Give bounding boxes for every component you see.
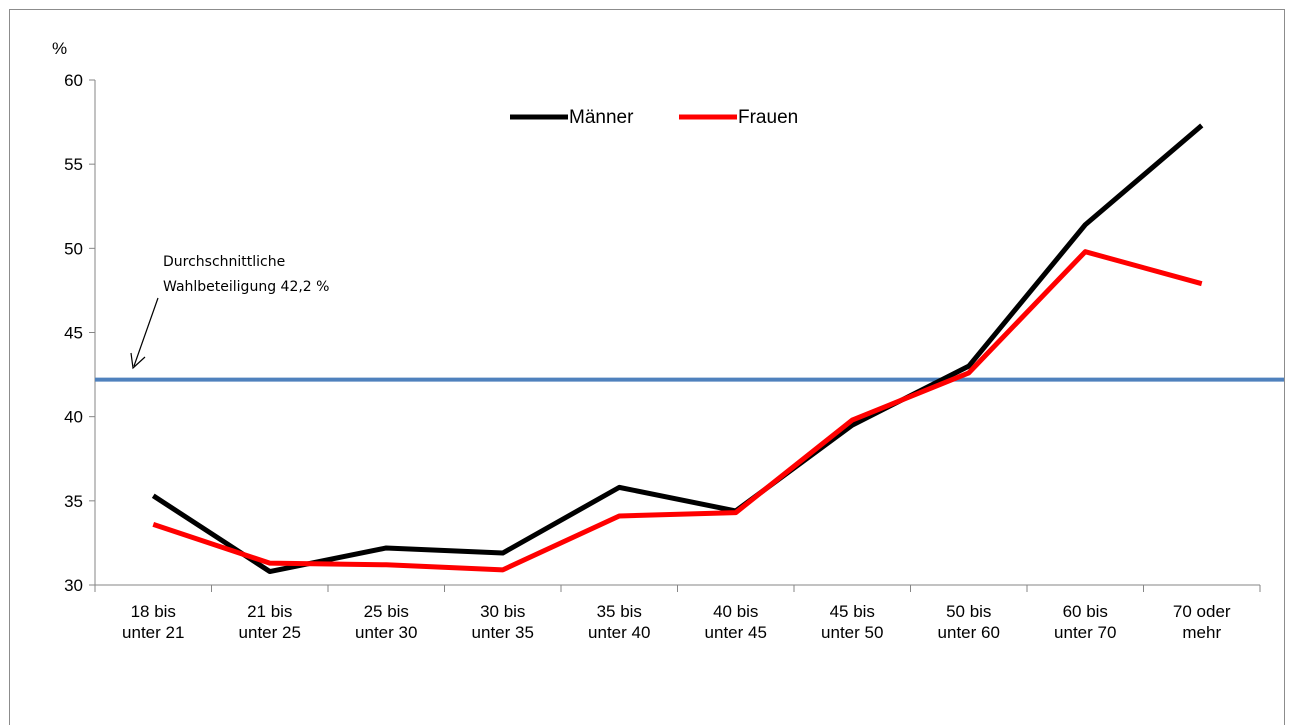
y-axis-unit: %: [52, 39, 67, 58]
axes: 30 35 40 45 50 55 60% 18 bis unter 21 21 bis unter…: [52, 39, 1261, 642]
y-tick-label: 35: [64, 492, 83, 511]
legend: Männer Frauen: [510, 107, 798, 128]
series-line-maenner: [151, 123, 1204, 575]
x-tick-label: 35 bis unter 40: [588, 602, 650, 642]
x-tick-label: 50 bis unter 60: [938, 602, 1000, 642]
y-tick-label: 50: [64, 239, 83, 258]
x-tick-label: 40 bis unter 45: [705, 602, 767, 642]
y-tick-label: 60: [64, 71, 83, 90]
annotation-text: Wahlbeteiligung 42,2 %: [163, 279, 329, 295]
series-line-frauen: [152, 249, 1203, 573]
annotation-arrow-head: [130, 352, 146, 370]
y-tick-label: 30: [64, 576, 83, 595]
legend-label: Männer: [569, 107, 634, 128]
x-tick-label: 70 oder mehr: [1173, 602, 1231, 642]
annotation: Durchschnittliche Wahlbeteiligung 42,2 %: [130, 254, 329, 370]
x-tick-label: 18 bis unter 21: [122, 602, 184, 642]
series-group: [151, 123, 1204, 575]
y-tick-label: 40: [64, 408, 83, 427]
x-tick-label: 21 bis unter 25: [239, 602, 301, 642]
annotation-text: Durchschnittliche: [163, 254, 285, 270]
x-tick-label: 60 bis unter 70: [1054, 602, 1116, 642]
x-tick-label: 45 bis unter 50: [821, 602, 883, 642]
y-tick-label: 45: [64, 324, 83, 343]
x-tick-label: 30 bis unter 35: [472, 602, 534, 642]
chart-frame: [9, 9, 1285, 725]
legend-label: Frauen: [738, 107, 798, 128]
y-tick-label: 55: [64, 155, 83, 174]
annotation-arrow-shaft: [133, 297, 159, 367]
x-tick-label: 25 bis unter 30: [355, 602, 417, 642]
